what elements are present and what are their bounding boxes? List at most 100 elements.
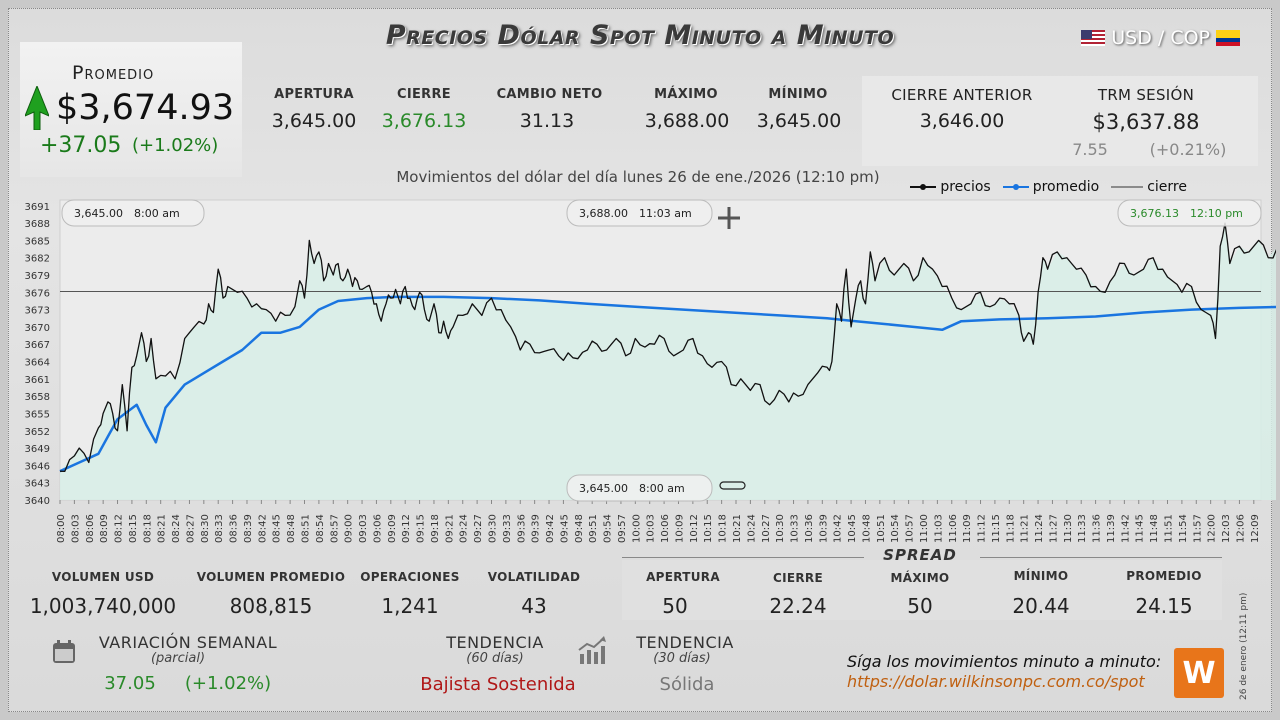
x-tick-label: 11:21 [1020,514,1031,543]
x-tick-label: 11:18 [1005,514,1016,543]
currency-pair: USD / COP [1081,27,1240,49]
volumen-usd-label: VOLUMEN USD [51,570,155,584]
callout-close-time: 12:10 pm [1190,207,1243,220]
spread-minimo-label: MÍNIMO [1013,569,1069,583]
callout-open-box [61,199,205,227]
x-tick-label: 10:57 [905,514,916,543]
spread-promedio-label: PROMEDIO [1126,569,1202,583]
promedio-series-line [59,295,1276,473]
stat-cierre-value: 3,676.13 [381,110,467,132]
x-tick-label: 11:15 [991,514,1002,543]
legend-precios-label: precios [940,179,991,195]
x-tick-label: 11:51 [1164,514,1175,543]
y-tick-label: 3688 [25,219,50,230]
spread-minimo-value: 20.44 [1012,594,1070,618]
legend-cierre-label: cierre [1147,179,1187,195]
x-tick-label: 09:03 [358,514,369,543]
x-tick-label: 09:27 [473,514,484,543]
y-tick-label: 3652 [25,427,50,438]
volumen-promedio-label: VOLUMEN PROMEDIO [196,570,346,584]
trm-change: 7.55 [1072,140,1108,159]
spread-title: SPREAD [883,546,957,564]
x-tick-label: 10:00 [631,514,642,543]
x-tick-label: 11:45 [1135,514,1146,543]
y-tick-label: 3670 [25,323,50,334]
chart-subtitle: Movimientos del dólar del día lunes 26 d… [396,168,880,186]
x-tick-label: 09:51 [588,514,599,543]
x-tick-label: 08:18 [142,514,153,543]
stat-cierre-label: CIERRE [397,87,451,102]
trend-60-label: TENDENCIA [446,633,544,652]
x-tick-label: 11:36 [1092,514,1103,543]
spread-rule-right [980,557,1222,558]
x-tick-label: 10:12 [689,514,700,543]
stat-minimo-label: MÍNIMO [768,87,828,102]
x-tick-label: 11:24 [1034,514,1045,543]
callout-open-bottom-time: 8:00 am [639,482,685,495]
stat-apertura-value: 3,645.00 [271,110,357,132]
callout-open-time: 8:00 am [134,207,180,220]
weekly-variation-label: VARIACIÓN SEMANAL [98,633,278,652]
x-tick-label: 11:06 [948,514,959,543]
average-change: +37.05 [40,133,122,158]
legend-promedio-label: promedio [1032,179,1100,195]
wilkinson-logo[interactable]: W [1174,648,1224,698]
x-tick-label: 11:00 [919,514,930,543]
x-tick-label: 11:33 [1077,514,1088,543]
cierre-anterior-value: 3,646.00 [919,110,1005,132]
callout-close-price: 3,676.13 [1130,207,1179,220]
x-tick-label: 09:54 [603,514,614,543]
x-tick-label: 11:48 [1149,514,1160,543]
cierre-anterior-label: CIERRE ANTERIOR [891,86,1033,104]
stat-maximo-label: MÁXIMO [654,87,718,102]
callout-max-price: 3,688.00 [579,207,628,220]
x-tick-label: 10:45 [847,514,858,543]
operaciones-value: 1,241 [381,594,439,618]
trend-60-sub: (60 días) [466,651,524,666]
x-tick-label: 11:03 [933,514,944,543]
operaciones-label: OPERACIONES [360,570,460,584]
calendar-icon [53,640,75,663]
trm-label: TRM SESIÓN [1097,86,1195,104]
weekly-variation-value: 37.05 [104,673,156,694]
callout-open-bottom-box [566,474,713,502]
pair-label: USD / COP [1111,27,1210,49]
y-tick-label: 3640 [25,496,50,507]
x-tick-label: 10:42 [833,514,844,543]
x-tick-label: 09:15 [416,514,427,543]
x-tick-label: 09:45 [559,514,570,543]
spread-cierre-label: CIERRE [773,571,823,585]
x-tick-label: 08:03 [70,514,81,543]
y-tick-label: 3661 [25,375,50,386]
spread-rule-left [622,557,864,558]
y-tick-label: 3673 [25,306,50,317]
spread-maximo-label: MÁXIMO [890,571,950,585]
x-tick-label: 08:48 [286,514,297,543]
spread-panel [622,560,1222,620]
legend-cierre-swatch [1111,186,1144,188]
stat-minimo-value: 3,645.00 [756,110,842,132]
x-tick-label: 09:48 [574,514,585,543]
page-title: Precios Dólar Spot Minuto a Minuto [385,20,895,51]
x-tick-label: 10:48 [861,514,872,543]
x-tick-label: 10:51 [876,514,887,543]
x-tick-label: 10:15 [703,514,714,543]
stat-cambio-neto-label: CAMBIO NETO [496,87,603,102]
spread-apertura-label: APERTURA [646,570,720,584]
legend-precios-swatch [910,184,937,190]
y-tick-label: 3658 [25,392,50,403]
chart-legend: precios promedio cierre [910,179,1187,195]
spread-maximo-value: 50 [907,594,933,618]
x-tick-label: 09:36 [516,514,527,543]
price-chart: 3640 3643 3646 3649 3652 3655 3658 3661 3664 3667… [25,199,1276,543]
x-tick-label: 12:03 [1221,514,1232,543]
colombia-flag-icon [1216,30,1240,46]
follow-link[interactable]: https://dolar.wilkinsonpc.com.co/spot [847,672,1145,691]
x-tick-label: 08:24 [171,514,182,543]
x-tick-label: 08:36 [229,514,240,543]
x-tick-label: 08:00 [56,514,67,543]
price-area-fill [60,223,1276,500]
x-tick-label: 09:12 [401,514,412,543]
legend-promedio: promedio [1002,179,1100,195]
x-tick-label: 11:30 [1063,514,1074,543]
